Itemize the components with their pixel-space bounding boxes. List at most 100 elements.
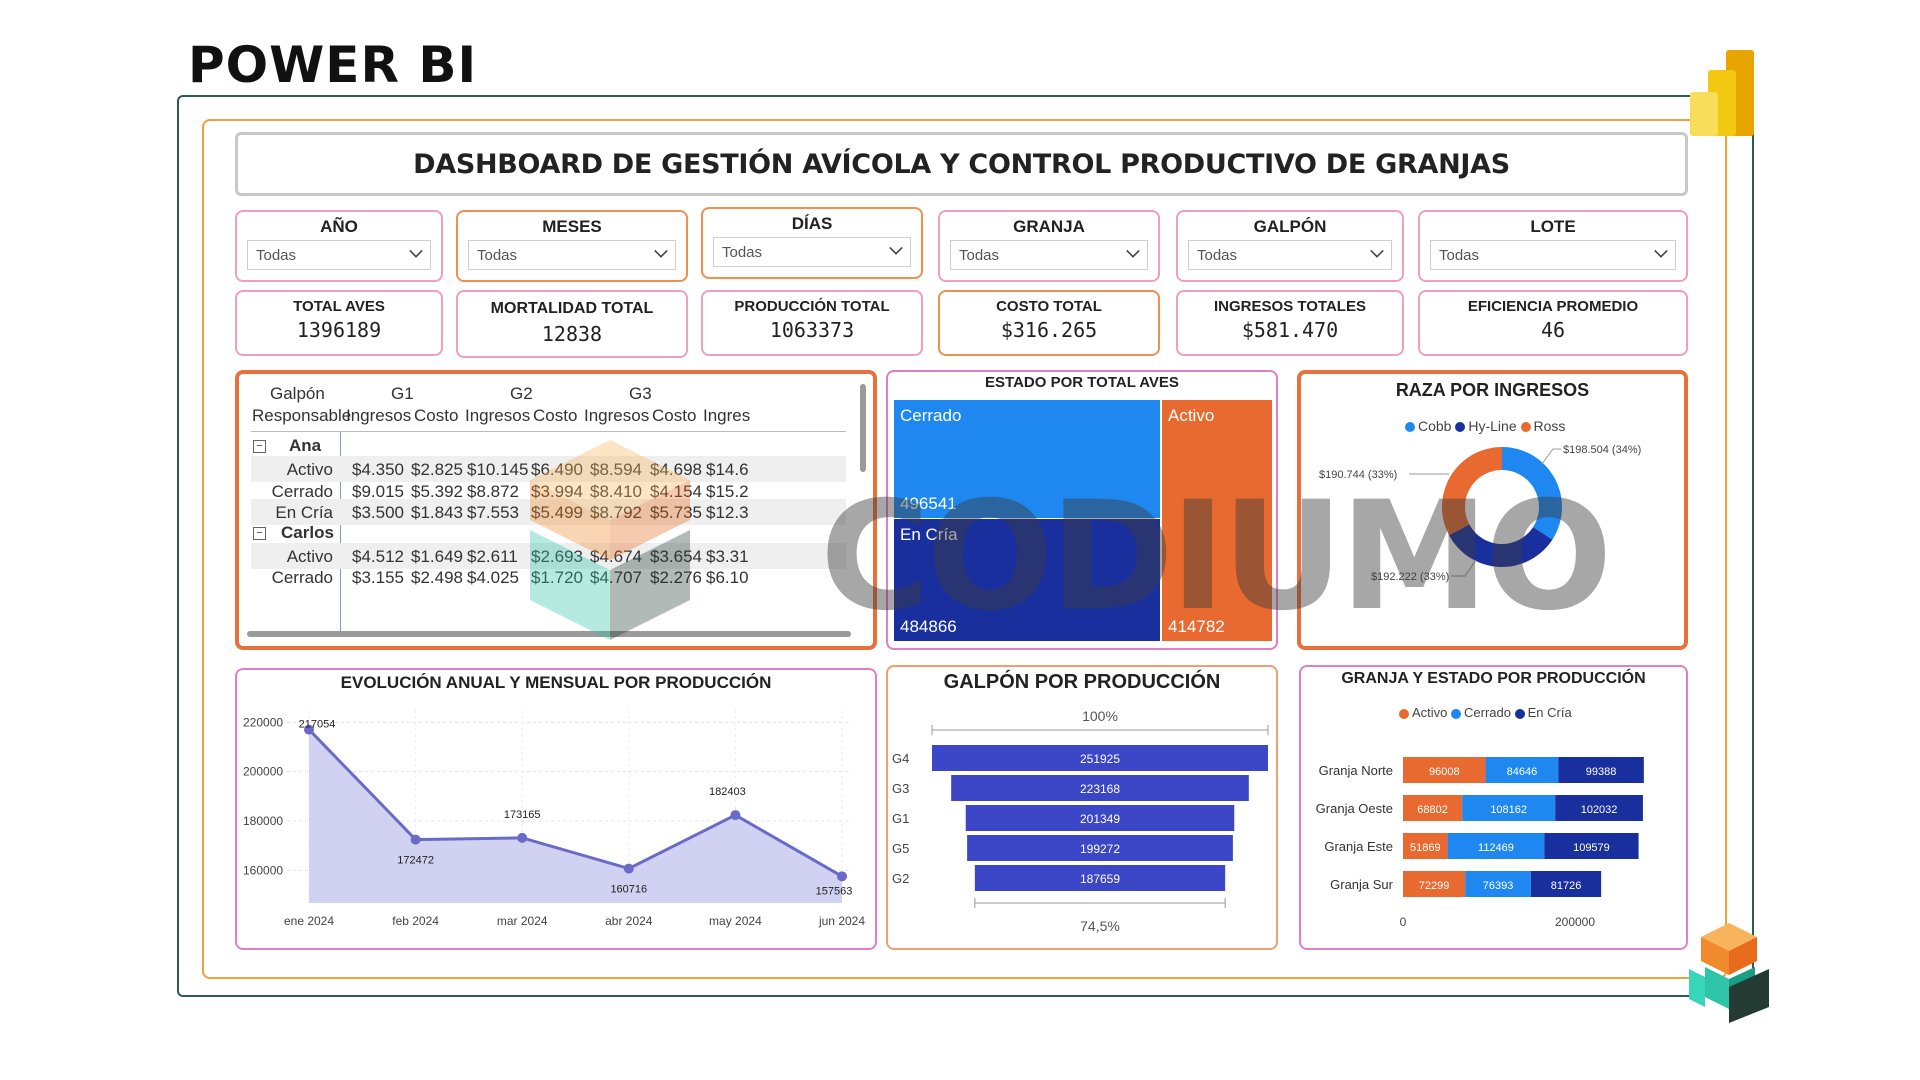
matrix-cell: $1.720 — [531, 568, 583, 587]
legend-dot-cerrado — [1451, 708, 1462, 719]
matrix-cell: $4.707 — [590, 568, 642, 587]
chevron-down-icon — [1370, 244, 1384, 258]
days-dropdown[interactable]: Todas — [713, 237, 911, 267]
x-tick-label: ene 2024 — [284, 914, 334, 928]
funnel-value-label: 199272 — [1080, 842, 1120, 856]
legend-item[interactable]: Cobb — [1405, 418, 1451, 434]
table-row-band — [251, 499, 846, 525]
stacked-bar-segment — [1555, 795, 1643, 821]
farm-dropdown[interactable]: Todas — [950, 240, 1148, 270]
donut-slice-hyline — [1449, 524, 1553, 567]
matrix-group-header: G1 — [391, 384, 414, 403]
funnel-value-label: 187659 — [1080, 872, 1120, 886]
codiumo-logo-icon — [1689, 923, 1769, 1023]
stacked-bar-segment — [1462, 795, 1556, 821]
matrix-cell: $5.499 — [531, 503, 583, 522]
line-chart[interactable]: 220000 200000 180000 160000 217054 ene 2024 17… — [237, 670, 875, 948]
matrix-cell: $1.843 — [411, 503, 463, 522]
legend-item[interactable]: En Cría — [1514, 705, 1572, 720]
y-tick-label: 220000 — [243, 715, 283, 729]
matrix-cell: $3.994 — [531, 481, 583, 501]
matrix-cell: $15.2 — [706, 481, 749, 501]
dropdown-value: Todas — [959, 247, 1000, 264]
donut-label-hyline: $192.222 (33%) — [1371, 571, 1449, 583]
data-label: 96008 — [1429, 766, 1460, 778]
treemap-title: ESTADO POR TOTAL AVES — [985, 374, 1179, 391]
kpi-title: EFICIENCIA PROMEDIO — [1467, 298, 1639, 315]
treemap-cell-cerrado[interactable]: Cerrado 496541 — [894, 400, 1160, 518]
funnel-value-label: 251925 — [1080, 752, 1120, 766]
matrix-cell: $5.392 — [411, 481, 463, 501]
matrix-cell: $6.490 — [531, 460, 583, 479]
treemap-cell-fill — [894, 400, 1160, 518]
legend-item[interactable]: Hy-Line — [1455, 418, 1517, 434]
data-label: 68802 — [1417, 804, 1448, 816]
kpi-total-income: INGRESOS TOTALES $581.470 — [1176, 290, 1404, 356]
funnel-value-label: 201349 — [1080, 812, 1120, 826]
y-tick-label: 200000 — [243, 765, 283, 779]
treemap-cell-activo[interactable]: Activo 414782 — [1162, 400, 1272, 641]
stacked-bar-segment — [1558, 757, 1644, 783]
matrix-row-label: Cerrado — [271, 481, 333, 501]
matrix-cell: $3.155 — [352, 568, 404, 587]
kpi-title: INGRESOS TOTALES — [1214, 298, 1366, 315]
matrix-header-divider — [251, 431, 846, 432]
chevron-down-icon — [654, 244, 668, 258]
dropdown-value: Todas — [722, 244, 763, 261]
collapse-icon[interactable]: − — [253, 526, 266, 540]
chevron-down-icon — [409, 244, 423, 258]
matrix-panel: Galpón Responsable G1 G2 G3 Ingresos Costo Ingr… — [235, 370, 877, 650]
legend-label: Hy-Line — [1468, 418, 1517, 434]
matrix-cell: $8.872 — [467, 481, 519, 501]
matrix-vertical-scrollbar[interactable] — [860, 384, 866, 472]
x-tick-label: feb 2024 — [392, 914, 439, 928]
line-point — [517, 832, 528, 843]
funnel-bar — [967, 835, 1233, 861]
legend-item[interactable]: Activo — [1399, 705, 1447, 720]
legend-label: Cobb — [1418, 418, 1452, 434]
donut-label-cobb: $198.504 (34%) — [1563, 444, 1641, 456]
collapse-icon[interactable]: − — [253, 440, 266, 453]
dropdown-value: Todas — [1197, 247, 1238, 264]
data-label: 112469 — [1478, 842, 1514, 854]
donut-legend: Cobb Hy-Line Ross — [1405, 418, 1565, 434]
treemap-cell-en-cria[interactable]: En Cría 484866 — [894, 519, 1160, 641]
data-label: 157563 — [816, 885, 853, 897]
category-label: Granja Oeste — [1316, 801, 1393, 816]
funnel-category-label: G4 — [892, 751, 909, 766]
matrix-cell: $2.498 — [411, 568, 463, 587]
kpi-value: 12838 — [541, 322, 603, 346]
data-label: 109579 — [1573, 842, 1610, 854]
legend-item[interactable]: Ross — [1520, 418, 1565, 434]
matrix-cell: $5.735 — [650, 503, 702, 522]
kpi-value: $316.265 — [1000, 318, 1098, 342]
stacked-panel: GRANJA Y ESTADO POR PRODUCCIÓN Activo Ce… — [1299, 665, 1688, 950]
dropdown-value: Todas — [477, 247, 518, 264]
slicer-months: MESES Todas — [456, 210, 688, 282]
batch-dropdown[interactable]: Todas — [1430, 240, 1676, 270]
donut-slice-cobb — [1502, 447, 1562, 540]
chevron-down-icon — [1654, 244, 1668, 258]
data-label: 84646 — [1507, 766, 1538, 778]
y-tick-label: 180000 — [243, 814, 283, 828]
kpi-value: 46 — [1540, 318, 1566, 342]
line-point — [304, 724, 314, 735]
data-label: 81726 — [1551, 880, 1582, 892]
months-dropdown[interactable]: Todas — [468, 240, 676, 270]
legend-item[interactable]: Cerrado — [1451, 705, 1511, 720]
donut-chart[interactable]: $198.504 (34%) $190.744 (33%) $192.222 (33… — [1301, 374, 1684, 646]
shed-dropdown[interactable]: Todas — [1188, 240, 1392, 270]
dropdown-value: Todas — [1439, 247, 1480, 264]
matrix-horizontal-scrollbar[interactable] — [247, 631, 851, 637]
matrix-cell: $10.145 — [467, 460, 529, 479]
kpi-title: PRODUCCIÓN TOTAL — [734, 298, 890, 315]
category-label: Granja Sur — [1330, 877, 1394, 892]
treemap-label: En Cría — [900, 525, 958, 544]
matrix-cell: $14.6 — [706, 460, 749, 479]
stacked-bar-chart[interactable]: Granja Norte 96008 84646 99388 Granja Oeste 6… — [1301, 667, 1686, 948]
matrix-table[interactable]: Galpón Responsable G1 G2 G3 Ingresos Costo Ingr… — [239, 374, 873, 646]
stacked-bar-segment — [1403, 833, 1448, 859]
funnel-chart[interactable]: 100% 251925 G4 223168 G3 201349 G1 199272 G5 1876… — [888, 667, 1276, 948]
matrix-section-name: Carlos — [281, 522, 334, 542]
year-dropdown[interactable]: Todas — [247, 240, 431, 270]
